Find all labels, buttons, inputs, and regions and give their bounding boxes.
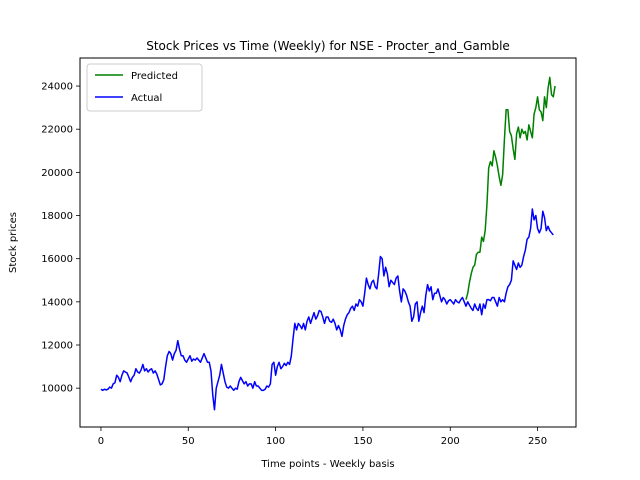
y-tick-label: 20000 [41, 168, 73, 179]
y-tick-label: 16000 [41, 254, 73, 265]
legend-label-actual: Actual [131, 93, 162, 104]
x-tick-label: 250 [528, 436, 547, 447]
x-tick-label: 50 [182, 436, 195, 447]
y-axis-ticks: 10000 12000 14000 16000 18000 20000 22000 24000 [41, 82, 80, 395]
chart-title: Stock Prices vs Time (Weekly) for NSE - … [146, 39, 510, 53]
y-tick-label: 22000 [41, 125, 73, 136]
series-line-predicted [465, 76, 556, 300]
x-tick-label: 100 [266, 436, 285, 447]
x-tick-label: 0 [98, 436, 104, 447]
y-tick-label: 10000 [41, 384, 73, 395]
series-layer [100, 76, 556, 411]
x-tick-label: 200 [441, 436, 460, 447]
y-axis-label: Stock prices [8, 212, 19, 273]
x-axis-ticks: 0 50 100 150 200 250 [98, 427, 547, 447]
y-tick-label: 18000 [41, 211, 73, 222]
x-tick-label: 150 [353, 436, 372, 447]
legend: Predicted Actual [86, 63, 203, 112]
x-axis-label: Time points - Weekly basis [260, 459, 394, 470]
y-tick-label: 14000 [41, 297, 73, 308]
y-tick-label: 12000 [41, 341, 73, 352]
legend-label-predicted: Predicted [131, 71, 178, 82]
series-line-actual [100, 208, 554, 411]
plot-frame [79, 57, 577, 428]
y-tick-label: 24000 [41, 82, 73, 93]
